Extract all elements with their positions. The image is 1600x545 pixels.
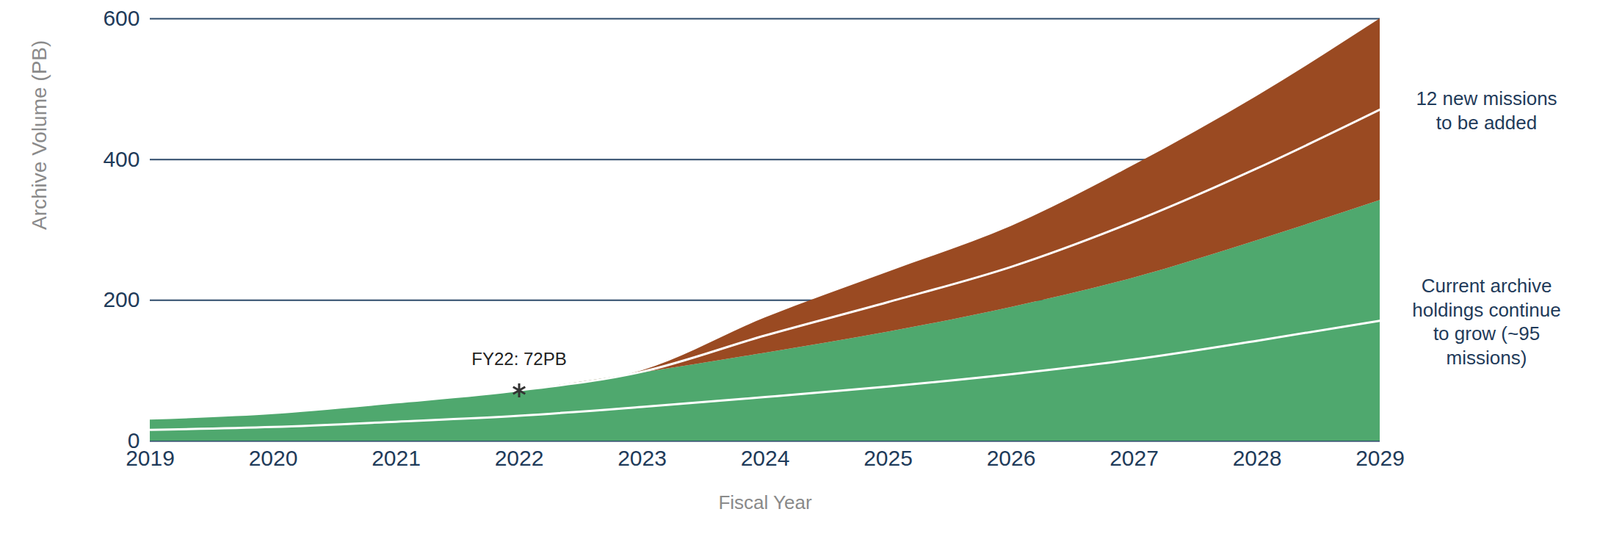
- svg-text:12 new missionsto be added: 12 new missionsto be added: [1415, 87, 1557, 133]
- svg-text:0: 0: [127, 428, 140, 453]
- svg-text:600: 600: [102, 5, 140, 31]
- svg-text:2021: 2021: [371, 445, 421, 470]
- svg-text:2025: 2025: [863, 445, 913, 470]
- svg-text:200: 200: [102, 287, 140, 312]
- svg-text:2026: 2026: [986, 445, 1037, 470]
- svg-text:2027: 2027: [1109, 445, 1159, 470]
- svg-text:Current archiveholdings contin: Current archiveholdings continueto grow …: [1412, 274, 1561, 369]
- svg-text:400: 400: [102, 146, 140, 172]
- svg-text:2022: 2022: [494, 445, 545, 470]
- svg-text:Fiscal Year: Fiscal Year: [718, 491, 813, 514]
- svg-text:Archive Volume (PB): Archive Volume (PB): [27, 40, 51, 230]
- svg-text:2023: 2023: [617, 445, 667, 470]
- svg-text:2024: 2024: [740, 445, 791, 470]
- svg-text:2029: 2029: [1355, 445, 1405, 470]
- svg-text:2020: 2020: [248, 445, 299, 470]
- svg-text:2028: 2028: [1232, 445, 1283, 470]
- svg-text:FY22: 72PB: FY22: 72PB: [471, 348, 567, 369]
- svg-text:2019: 2019: [125, 445, 175, 470]
